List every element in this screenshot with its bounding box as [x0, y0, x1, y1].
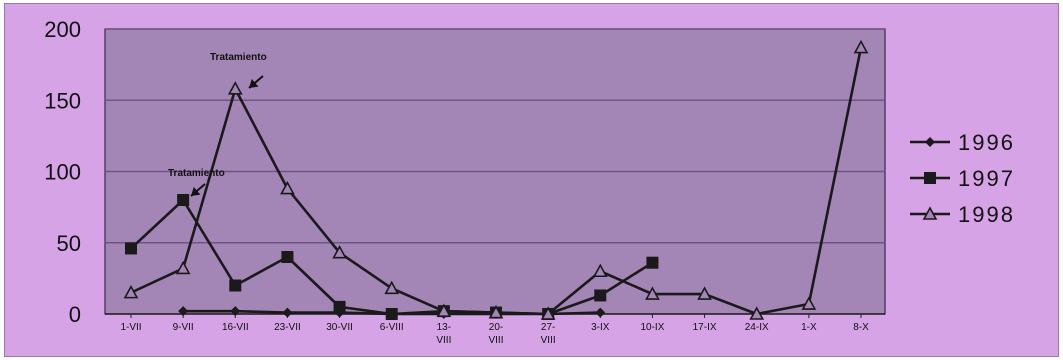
legend-label-1996: 1996 [958, 130, 1015, 155]
point-1998-8 [540, 306, 556, 320]
x-tick-label-1: 9-VII [173, 322, 194, 333]
x-tick-label-5: 6-VIII [380, 322, 404, 333]
point-1998-12 [749, 306, 765, 320]
x-tick-label-10: 10-IX [640, 322, 664, 333]
annotation-1: Tratamiento [168, 168, 225, 197]
point-1998-7 [488, 304, 504, 319]
y-tick-label-0: 0 [69, 302, 81, 327]
x-tick-label-13: 1-X [801, 322, 817, 333]
legend-item-1998: 1998 [910, 202, 1015, 227]
point-1997-10 [646, 256, 659, 269]
x-tick-label-4: 30-VII [326, 322, 353, 333]
annotation-0: Tratamiento [210, 52, 267, 89]
annotation-text-0: Tratamiento [210, 52, 267, 63]
point-1998-11 [697, 286, 712, 300]
point-1997-9 [594, 289, 607, 302]
legend-item-1996: 1996 [910, 130, 1015, 155]
y-tick-label-50: 50 [57, 231, 81, 256]
y-tick-label-100: 100 [44, 160, 81, 185]
line-chart: 1-VII 9-VII 16-VII 23-VII 30-VII 6-VIII 13- VII… [44, 17, 1015, 346]
x-tick-label-6-0: 13- [437, 322, 451, 333]
chart-figure: 1-VII 9-VII 16-VII 23-VII 30-VII 6-VIII 13- VII… [4, 3, 1059, 357]
point-1997-1 [177, 194, 190, 206]
point-1998-0 [123, 284, 139, 299]
y-tick-label-200: 200 [44, 17, 81, 42]
point-1998-14 [853, 39, 869, 54]
annotation-arrowhead-0 [249, 78, 259, 88]
point-1998-6 [436, 303, 452, 317]
y-tick-label-150: 150 [44, 88, 81, 113]
x-tick-label-2: 16-VII [222, 322, 249, 333]
x-tick-label-11: 17-IX [693, 322, 717, 333]
point-1998-4 [332, 245, 347, 259]
legend-label-1997: 1997 [958, 166, 1015, 191]
annotation-text-1: Tratamiento [168, 168, 225, 179]
point-1998-13 [801, 296, 817, 310]
legend-marker-1996 [925, 137, 935, 147]
legend-item-1997: 1997 [910, 166, 1015, 191]
point-1997-5 [385, 308, 398, 320]
x-tick-label-0: 1-VII [120, 322, 141, 333]
x-tick-label-12: 24-IX [745, 322, 769, 333]
point-1998-1 [175, 260, 191, 275]
point-1997-2 [229, 279, 242, 292]
point-1996-3 [282, 307, 293, 318]
point-1997-3 [281, 251, 294, 263]
x-tick-label-8-1: VIII [541, 335, 556, 346]
x-tick-label-6-1: VIII [436, 335, 451, 346]
x-tick-label-8-0: 27- [541, 322, 555, 333]
annotation-arrowhead-1 [191, 186, 201, 196]
x-tick-label-9: 3-IX [591, 322, 610, 333]
x-tick-label-7-0: 20- [489, 322, 503, 333]
legend-label-1998: 1998 [958, 202, 1015, 227]
legend-marker-1997 [924, 172, 936, 184]
point-1998-9 [592, 263, 608, 278]
point-1997-4 [333, 300, 346, 313]
legend-marker-1998 [922, 206, 938, 220]
x-tick-label-7-1: VIII [488, 335, 503, 346]
point-1996-9 [595, 307, 606, 318]
point-1996-1 [178, 306, 189, 317]
point-1997-0 [125, 242, 137, 255]
series-1998 [123, 39, 869, 320]
point-1998-2 [227, 81, 243, 95]
point-1998-10 [645, 286, 660, 300]
point-1996-2 [230, 306, 241, 317]
point-1998-5 [384, 280, 400, 295]
x-tick-label-3: 23-VII [274, 322, 301, 333]
point-1998-3 [280, 180, 295, 195]
x-tick-label-14: 8-X [853, 322, 869, 333]
